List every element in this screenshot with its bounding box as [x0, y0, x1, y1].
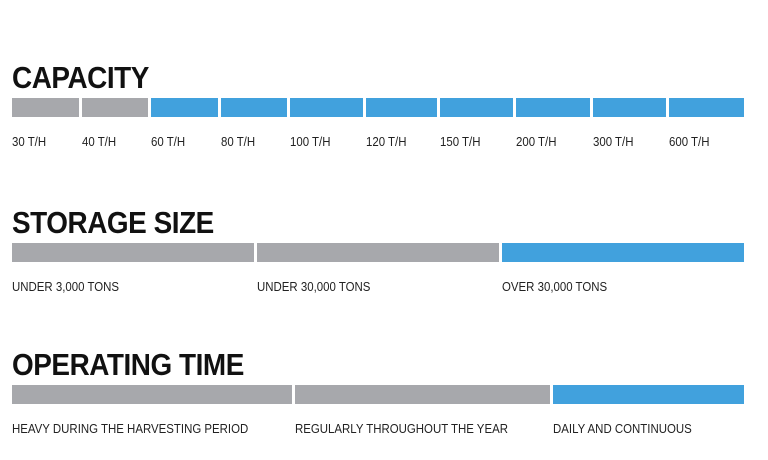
segment-label: 100 T/H [290, 134, 331, 149]
segment-bar [294, 385, 551, 404]
segment: 200 T/H [516, 98, 590, 149]
segment: 80 T/H [220, 98, 288, 149]
segment-bar [290, 98, 363, 117]
segment: 100 T/H [290, 98, 363, 149]
segment: UNDER 30,000 TONS [257, 243, 499, 294]
segment: DAILY AND CONTINUOUS [553, 385, 744, 436]
segment-bar [516, 98, 590, 117]
segment-row: UNDER 3,000 TONS UNDER 30,000 TONS OVER 30… [12, 243, 744, 294]
segment-row: HEAVY DURING THE HARVESTING PERIOD REGULA… [12, 385, 744, 436]
segment-label: 120 T/H [365, 134, 407, 149]
segment-bar [12, 243, 254, 262]
section-title: CAPACITY [12, 60, 149, 95]
segment-bar [669, 98, 744, 117]
segment-label: 30 T/H [12, 134, 47, 149]
segment-label: UNDER 30,000 TONS [257, 279, 371, 294]
segment-bar [592, 98, 667, 117]
segment-bar [81, 98, 149, 117]
section: STORAGE SIZE UNDER 3,000 TONS UNDER 30,000… [12, 203, 744, 294]
segment-bar [440, 98, 514, 117]
segment: 300 T/H [592, 98, 667, 149]
segment-label: 60 T/H [151, 134, 186, 149]
segment: UNDER 3,000 TONS [12, 243, 254, 294]
segment-row: 30 T/H 40 T/H 60 T/H 80 T/H 100 T/H 120 T/H 15… [12, 98, 744, 149]
segment: 150 T/H [440, 98, 514, 149]
segment-label: UNDER 3,000 TONS [12, 279, 120, 294]
segment: 30 T/H [12, 98, 79, 149]
segment: REGULARLY THROUGHOUT THE YEAR [294, 385, 551, 436]
segment-label: 300 T/H [592, 134, 634, 149]
segment-label: OVER 30,000 TONS [502, 279, 608, 294]
segment-bar [502, 243, 744, 262]
segment: 40 T/H [81, 98, 149, 149]
section: CAPACITY 30 T/H 40 T/H 60 T/H 80 T/H 100 T/H 1… [12, 58, 744, 149]
segment: 120 T/H [365, 98, 438, 149]
segment-label: DAILY AND CONTINUOUS [553, 421, 693, 436]
segment-bar [12, 385, 292, 404]
segment-label: 200 T/H [516, 134, 557, 149]
segment: HEAVY DURING THE HARVESTING PERIOD [12, 385, 292, 436]
segment: 60 T/H [151, 98, 218, 149]
segment-bar [553, 385, 744, 404]
segment-bar [365, 98, 438, 117]
segment-label: 80 T/H [220, 134, 255, 149]
segment-label: 40 T/H [81, 134, 116, 149]
segment-bar [151, 98, 218, 117]
section: OPERATING TIME HEAVY DURING THE HARVESTIN… [12, 345, 744, 436]
section-title: STORAGE SIZE [12, 205, 214, 240]
segment-bar [220, 98, 288, 117]
segment-label: HEAVY DURING THE HARVESTING PERIOD [12, 421, 249, 436]
segment-label: 150 T/H [440, 134, 481, 149]
segment: OVER 30,000 TONS [502, 243, 744, 294]
segment-bar [12, 98, 79, 117]
segment-label: REGULARLY THROUGHOUT THE YEAR [294, 421, 508, 436]
segment: 600 T/H [669, 98, 744, 149]
segment-bar [257, 243, 499, 262]
section-title: OPERATING TIME [12, 347, 244, 382]
segment-label: 600 T/H [669, 134, 710, 149]
